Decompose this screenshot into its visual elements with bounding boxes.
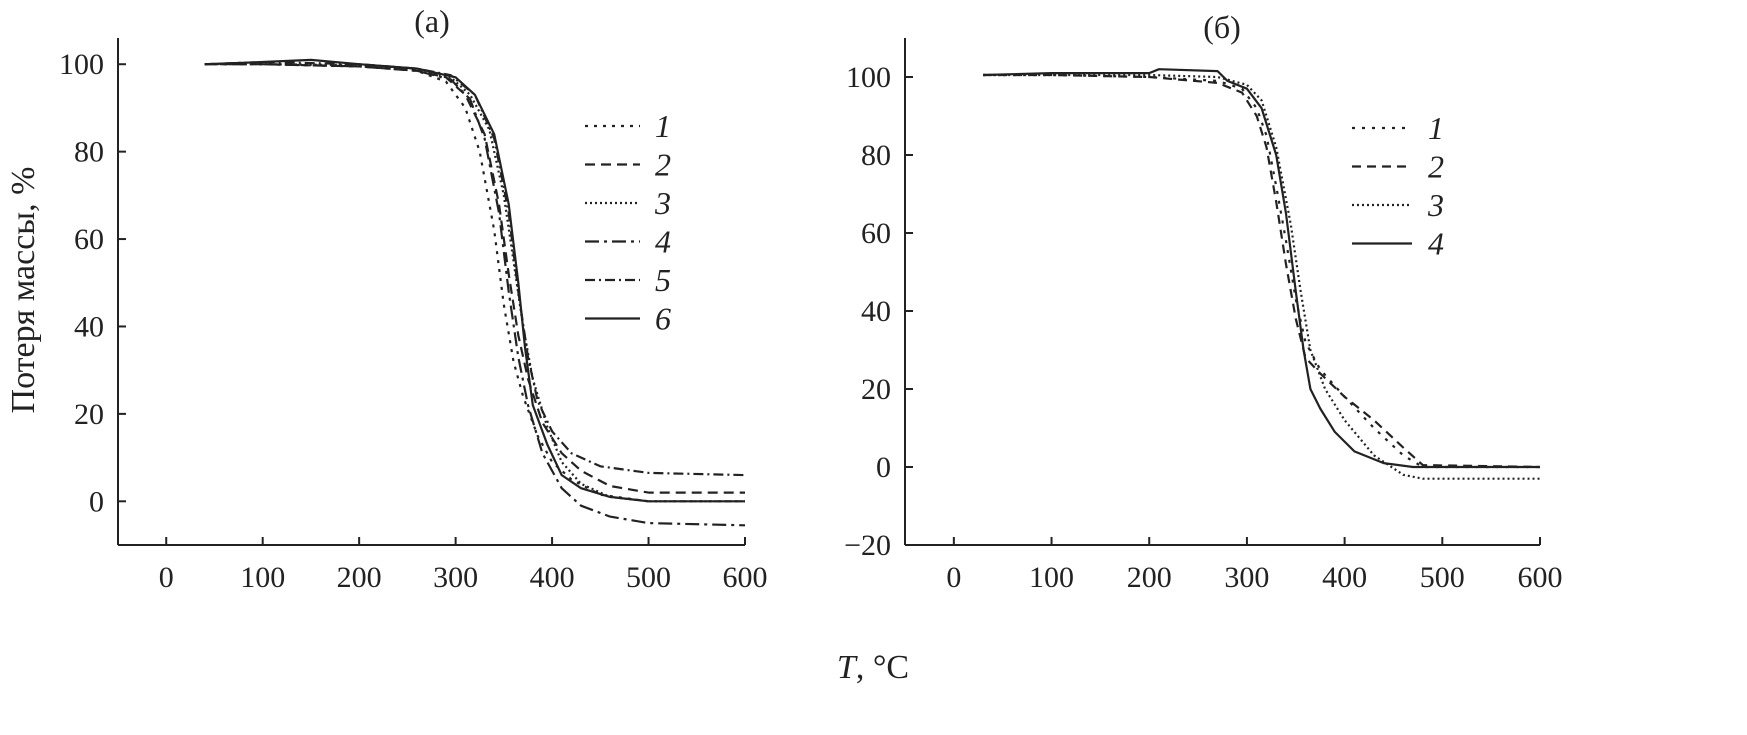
y-tick-label: 100: [59, 48, 104, 81]
legend-label-1: 1: [1428, 110, 1444, 146]
legend-label-2: 2: [1428, 149, 1444, 185]
legend-label-5: 5: [655, 262, 671, 298]
y-tick-label: 60: [861, 217, 891, 250]
y-tick-label: 40: [861, 295, 891, 328]
legend-label-4: 4: [655, 224, 671, 260]
x-tick-label: 500: [626, 561, 671, 594]
legend-label-3: 3: [1427, 187, 1444, 223]
x-axis-variable: T: [837, 649, 858, 686]
series-4-line: [204, 63, 746, 527]
x-tick-label: 200: [1127, 561, 1172, 594]
panel-b: (б) 0 100 200 300 400 500 600 −20 0 20 40 60 80 100 123…: [844, 9, 1562, 594]
panel-label: (а): [414, 3, 450, 39]
series-2-line: [983, 73, 1541, 469]
x-tick-label: 0: [946, 561, 961, 594]
x-tick-label: 300: [433, 561, 478, 594]
legend-label-4: 4: [1428, 226, 1444, 262]
y-tick-label: −20: [844, 529, 891, 562]
series-4-line: [983, 68, 1540, 469]
legend-label-6: 6: [655, 301, 671, 337]
x-axis-title: T, °C: [837, 649, 909, 686]
x-tick-label: 500: [1420, 561, 1465, 594]
y-tick-label: 80: [861, 139, 891, 172]
y-tick-label: 0: [876, 451, 891, 484]
series-1-line: [983, 73, 1540, 469]
legend-label-3: 3: [654, 185, 671, 221]
x-tick-label: 400: [1322, 561, 1367, 594]
panel-label: (б): [1203, 9, 1241, 45]
y-axis-title: Потеря массы, %: [5, 167, 42, 414]
x-tick-label: 300: [1224, 561, 1269, 594]
y-tick-label: 40: [74, 310, 104, 343]
x-tick-label: 200: [337, 561, 382, 594]
y-tick-label: 20: [861, 373, 891, 406]
x-tick-label: 100: [1029, 561, 1074, 594]
x-tick-label: 100: [240, 561, 285, 594]
legend-label-2: 2: [655, 147, 671, 183]
x-tick-label: 400: [530, 561, 575, 594]
x-axis-unit: , °C: [856, 649, 909, 686]
y-tick-label: 80: [74, 136, 104, 169]
y-tick-label: 100: [846, 61, 891, 94]
y-tick-label: 20: [74, 398, 104, 431]
x-tick-label: 0: [159, 561, 174, 594]
y-tick-label: 0: [89, 485, 104, 518]
series-3-line: [983, 73, 1540, 480]
x-tick-label: 600: [723, 561, 768, 594]
series-6-line: [204, 58, 745, 503]
x-tick-label: 600: [1518, 561, 1563, 594]
y-tick-label: 60: [74, 223, 104, 256]
legend-label-1: 1: [655, 108, 671, 144]
